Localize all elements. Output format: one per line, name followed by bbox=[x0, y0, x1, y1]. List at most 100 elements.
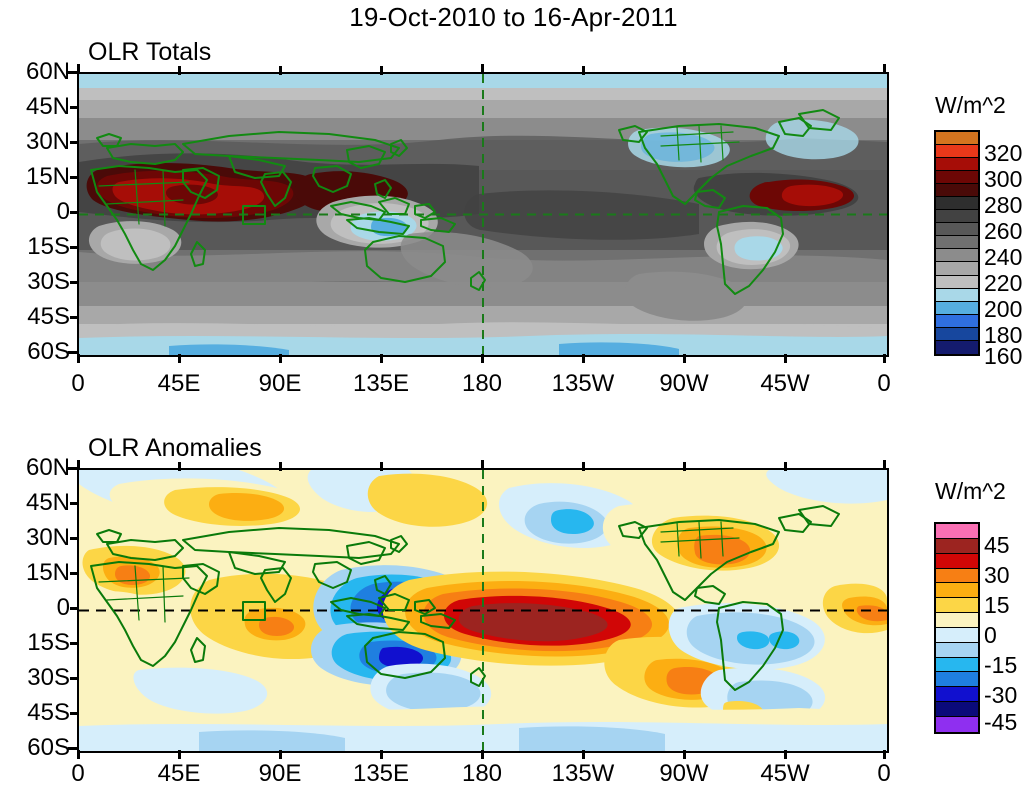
map-anoms-canvas bbox=[79, 470, 887, 751]
tickmark bbox=[380, 354, 383, 363]
colorbar-totals-segment bbox=[936, 184, 978, 198]
colorbar-totals-segment bbox=[936, 288, 978, 302]
map-olr-totals bbox=[77, 72, 889, 357]
colorbar-anomalies-segment bbox=[936, 568, 978, 584]
colorbar-anomalies-segment bbox=[936, 702, 978, 717]
tickmark bbox=[582, 354, 585, 363]
cb-label-anoms-30: 30 bbox=[984, 562, 1010, 588]
colorbar-totals-segment bbox=[936, 171, 978, 185]
tickmark bbox=[380, 750, 383, 759]
colorbar-anomalies-segment bbox=[936, 613, 978, 628]
cb-label-anoms-neg15: -15 bbox=[984, 652, 1018, 678]
xtick-anoms-45W: 45W bbox=[760, 760, 810, 787]
colorbar-totals-segment bbox=[936, 301, 978, 315]
tickmark bbox=[481, 750, 484, 759]
xtick-totals-360: 0 bbox=[877, 370, 891, 397]
cb-label-anoms-neg45: -45 bbox=[984, 709, 1018, 735]
colorbar-anomalies-segment bbox=[936, 627, 978, 643]
cb-label-totals-180: 180 bbox=[984, 322, 1023, 348]
tickmark bbox=[683, 66, 686, 75]
tickmark bbox=[70, 106, 79, 109]
tickmark bbox=[77, 354, 80, 363]
tickmark bbox=[70, 211, 79, 214]
colorbar-anomalies-segment bbox=[936, 538, 978, 554]
colorbar-totals-segment bbox=[936, 223, 978, 237]
tickmark bbox=[683, 354, 686, 363]
tickmark bbox=[70, 502, 79, 505]
xtick-totals-90E: 90E bbox=[258, 370, 302, 397]
tickmark bbox=[70, 537, 79, 540]
ytick-totals-15N: 15N bbox=[25, 163, 70, 190]
cb-label-totals-220: 220 bbox=[984, 270, 1023, 296]
cb-label-anoms-45: 45 bbox=[984, 532, 1010, 558]
tickmark bbox=[70, 712, 79, 715]
ytick-totals-30S: 30S bbox=[27, 268, 70, 295]
colorbar-anomalies-segment bbox=[936, 657, 978, 673]
ytick-anoms-30N: 30N bbox=[25, 524, 70, 551]
tickmark bbox=[70, 316, 79, 319]
colorbar-anomalies-segment bbox=[936, 716, 978, 732]
xtick-anoms-360: 0 bbox=[877, 760, 891, 787]
ytick-totals-15S: 15S bbox=[27, 233, 70, 260]
tickmark bbox=[68, 71, 77, 74]
xtick-anoms-90E: 90E bbox=[258, 760, 302, 787]
colorbar-totals-segment bbox=[936, 145, 978, 159]
xtick-totals-0: 0 bbox=[71, 370, 85, 397]
tickmark bbox=[784, 462, 787, 471]
tickmark bbox=[279, 750, 282, 759]
tickmark bbox=[68, 467, 77, 470]
tickmark bbox=[178, 750, 181, 759]
colorbar-units-totals: W/m^2 bbox=[935, 92, 1006, 118]
cb-label-anoms-neg30: -30 bbox=[984, 682, 1018, 708]
tickmark bbox=[70, 246, 79, 249]
ytick-anoms-30S: 30S bbox=[27, 664, 70, 691]
map-totals-canvas bbox=[79, 74, 887, 355]
colorbar-anomalies-segment bbox=[936, 524, 978, 539]
tickmark bbox=[70, 642, 79, 645]
cb-label-totals-240: 240 bbox=[984, 244, 1023, 270]
tickmark bbox=[883, 64, 886, 73]
cb-label-anoms-15: 15 bbox=[984, 592, 1010, 618]
colorbar-totals-segment bbox=[936, 340, 978, 354]
cb-label-totals-300: 300 bbox=[984, 166, 1023, 192]
tickmark bbox=[481, 460, 484, 469]
ytick-anoms-15N: 15N bbox=[25, 559, 70, 586]
ytick-totals-60N: 60N bbox=[25, 58, 70, 85]
xtick-anoms-135W: 135W bbox=[551, 760, 615, 787]
tickmark bbox=[68, 351, 77, 354]
ytick-anoms-45N: 45N bbox=[25, 489, 70, 516]
xtick-totals-135W: 135W bbox=[551, 370, 615, 397]
colorbar-totals-segment bbox=[936, 158, 978, 172]
xtick-anoms-135E: 135E bbox=[352, 760, 410, 787]
tickmark bbox=[481, 64, 484, 73]
xtick-totals-180: 180 bbox=[461, 370, 503, 397]
tickmark bbox=[279, 462, 282, 471]
tickmark bbox=[178, 462, 181, 471]
map-olr-anomalies bbox=[77, 468, 889, 753]
tickmark bbox=[70, 677, 79, 680]
figure-title: 19-Oct-2010 to 16-Apr-2011 bbox=[349, 2, 678, 32]
tickmark bbox=[784, 66, 787, 75]
tickmark bbox=[481, 354, 484, 363]
colorbar-anomalies-segment bbox=[936, 642, 978, 658]
colorbar-anomalies-segment bbox=[936, 687, 978, 703]
colorbar-totals-segment bbox=[936, 210, 978, 224]
colorbar-totals-segment bbox=[936, 327, 978, 341]
ytick-anoms-45S: 45S bbox=[27, 699, 70, 726]
tickmark bbox=[683, 462, 686, 471]
ytick-totals-45N: 45N bbox=[25, 93, 70, 120]
tickmark bbox=[70, 572, 79, 575]
tickmark bbox=[582, 750, 585, 759]
colorbar-totals-segment bbox=[936, 197, 978, 211]
tickmark bbox=[883, 354, 886, 363]
tickmark bbox=[582, 462, 585, 471]
tickmark bbox=[77, 460, 80, 469]
tickmark bbox=[70, 141, 79, 144]
xtick-totals-45E: 45E bbox=[157, 370, 201, 397]
colorbar-anomalies-segment bbox=[936, 598, 978, 614]
cb-label-totals-260: 260 bbox=[984, 218, 1023, 244]
colorbar-olr-anomalies bbox=[934, 522, 980, 734]
tickmark bbox=[582, 66, 585, 75]
tickmark bbox=[68, 747, 77, 750]
xtick-anoms-45E: 45E bbox=[157, 760, 201, 787]
